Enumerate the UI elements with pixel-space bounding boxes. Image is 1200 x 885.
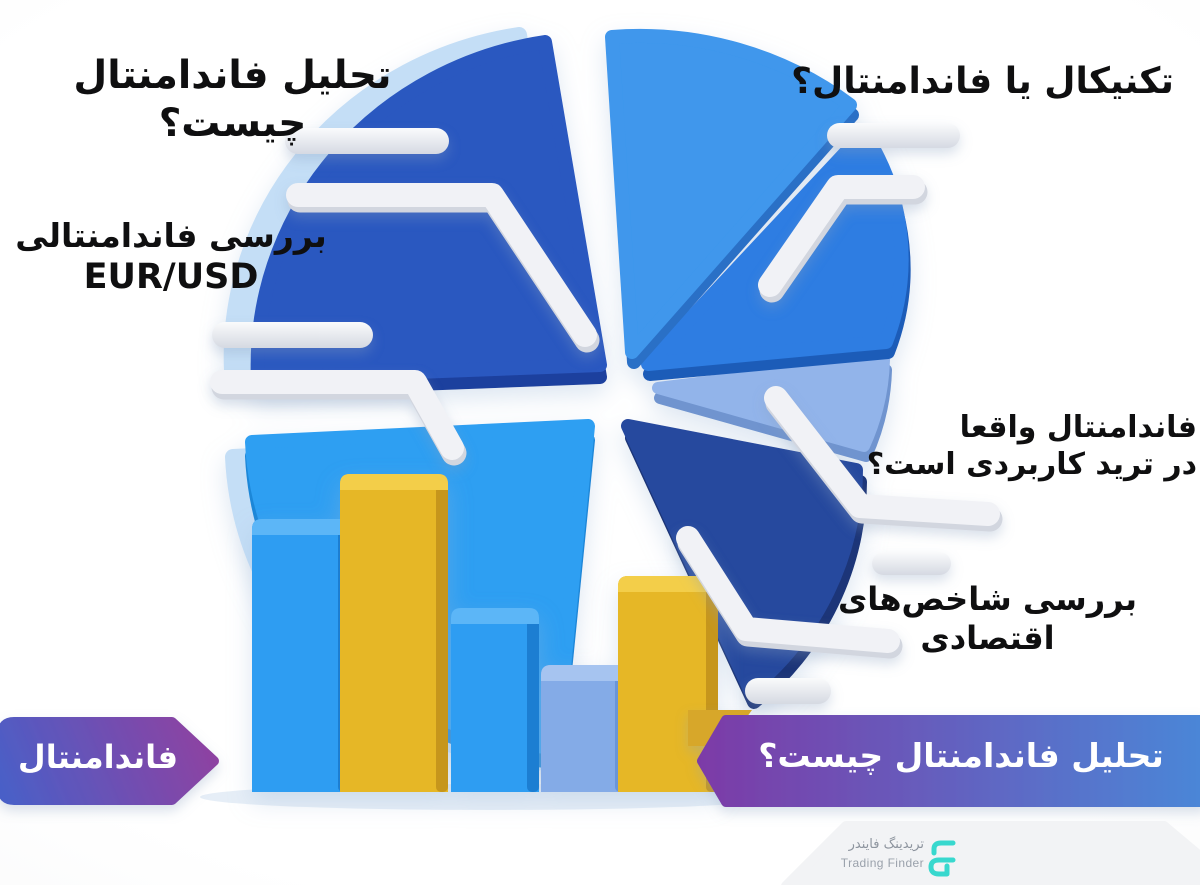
text-placeholder-pill xyxy=(285,128,449,154)
callout-line xyxy=(286,183,597,347)
brand-plaque xyxy=(781,821,1200,885)
brand-name-fa: تریدینگ فایندر xyxy=(848,837,924,852)
heading-eurusd: بررسی فاندامنتالی EUR/USD xyxy=(0,216,342,299)
ribbon-right xyxy=(688,710,1200,807)
trading-finder-logo-icon xyxy=(928,840,956,877)
callout-line xyxy=(676,526,900,653)
heading-eurusd-line2: EUR/USD xyxy=(83,257,259,298)
heading-top-left: تحلیل فاندامنتال چیست؟ xyxy=(73,53,392,146)
ribbon-left xyxy=(0,717,219,805)
callout-line xyxy=(758,175,925,297)
callout-line xyxy=(210,370,464,460)
bar-chart xyxy=(252,474,718,792)
text-placeholder-pill xyxy=(745,678,831,704)
heading-economic-indicators: بررسی شاخص‌های اقتصادی xyxy=(837,580,1138,658)
text-placeholder-pill xyxy=(212,322,373,348)
text-placeholder-pill xyxy=(872,552,951,575)
callout-line xyxy=(764,386,1000,526)
heading-trade-question: فاندامنتال واقعا در ترید کاربردی است؟ xyxy=(866,410,1197,482)
bar xyxy=(451,608,539,792)
bar xyxy=(340,474,448,792)
heading-eurusd-line1: بررسی فاندامنتالی xyxy=(15,216,327,255)
text-placeholder-pill xyxy=(827,123,960,148)
pie-slice-top-right xyxy=(605,28,857,359)
bar xyxy=(541,665,627,792)
heading-top-right: تکنیکال یا فاندامنتال؟ xyxy=(791,61,1174,102)
brand-name-en: Trading Finder xyxy=(840,856,924,870)
bar xyxy=(252,519,350,792)
ribbon-right-label: تحلیل فاندامنتال چیست؟ xyxy=(758,736,1164,775)
ribbon-left-label: فاندامنتال xyxy=(17,738,179,776)
callout-decorations xyxy=(210,123,1003,704)
